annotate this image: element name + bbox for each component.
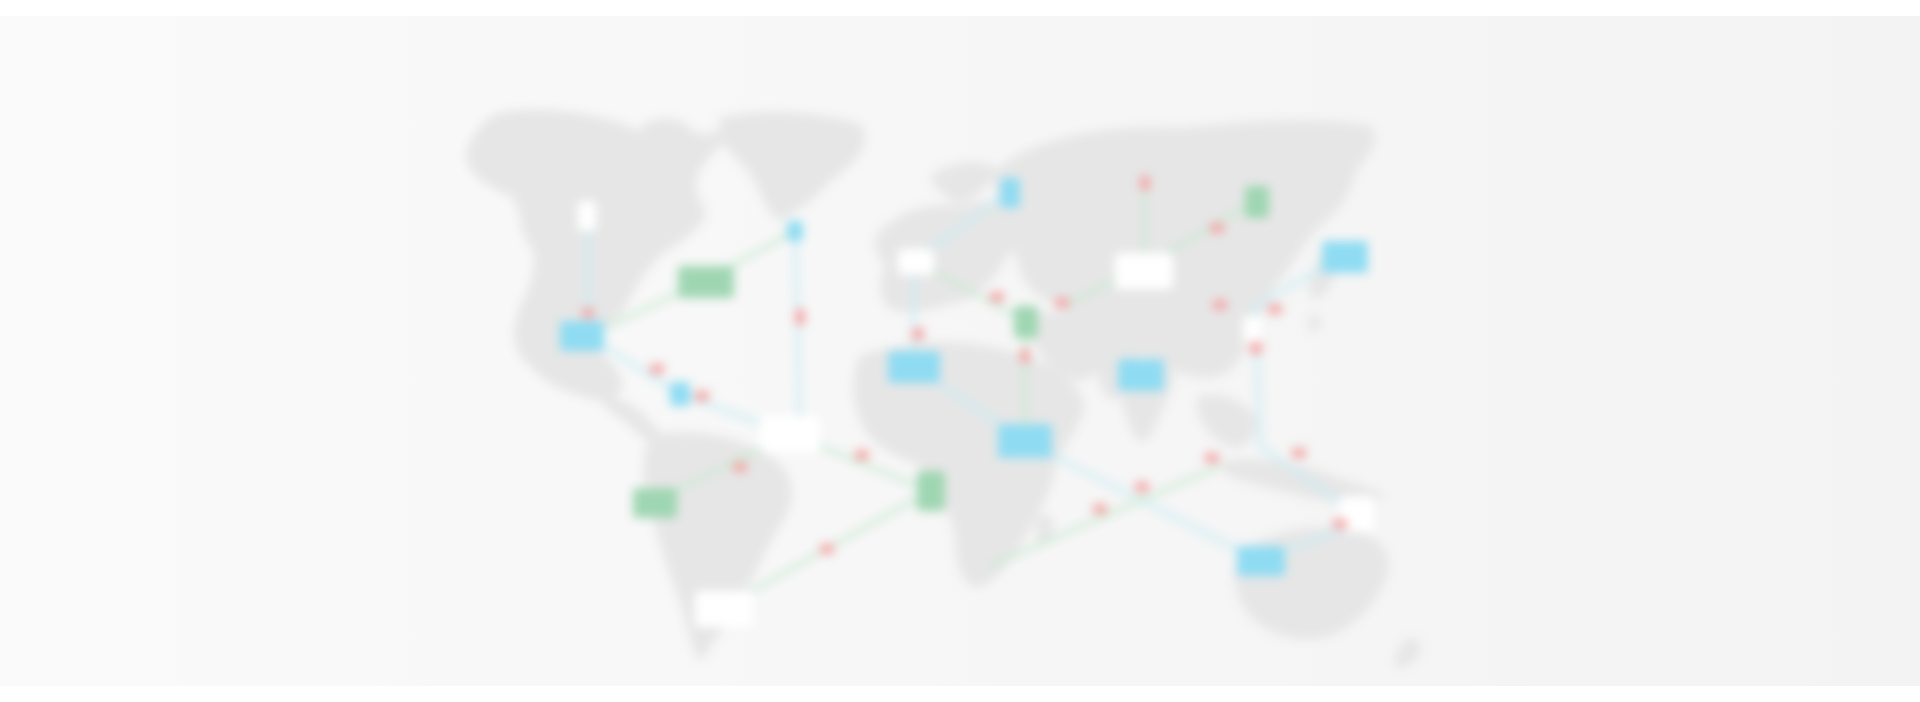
arctic-islands [640, 118, 731, 146]
packet [1020, 349, 1030, 363]
node-white [695, 591, 753, 627]
packet [1140, 176, 1150, 190]
australia [1234, 527, 1389, 640]
node-white [898, 249, 934, 275]
packet [912, 328, 924, 340]
node-green [633, 488, 677, 518]
node-blue [787, 221, 803, 241]
node-white [578, 201, 596, 231]
greenland [719, 112, 866, 221]
world-network-map [465, 109, 1421, 668]
packet [1333, 519, 1347, 529]
packet [795, 309, 805, 325]
packet [820, 544, 834, 554]
node-white [1115, 253, 1173, 289]
packet [650, 364, 664, 374]
top-strip [0, 0, 1920, 16]
packet [990, 292, 1004, 302]
packet [695, 391, 709, 401]
north-america [465, 109, 720, 402]
packet [582, 308, 594, 318]
node-blue [1322, 241, 1368, 273]
packet [1093, 504, 1107, 514]
node-blue [1118, 359, 1164, 391]
node-blue [998, 424, 1052, 458]
packet [1268, 304, 1282, 314]
node-blue [888, 351, 940, 383]
packet [1210, 223, 1224, 233]
node-green [678, 266, 734, 298]
node-green [1245, 186, 1269, 218]
node-white [760, 416, 820, 452]
southeast-asia [1196, 394, 1257, 448]
europe [874, 200, 1024, 313]
node-blue [1000, 178, 1020, 208]
packet [1292, 448, 1306, 458]
node-blue [670, 382, 690, 406]
packet [1135, 482, 1149, 492]
network-packets [582, 176, 1347, 554]
network-nodes [560, 178, 1374, 627]
link [989, 464, 1221, 568]
madagascar [1035, 514, 1055, 546]
node-blue [560, 321, 604, 351]
node-green [1014, 306, 1038, 338]
link [793, 230, 802, 432]
bottom-strip [0, 686, 1920, 702]
packet [1055, 298, 1069, 308]
node-white [1340, 496, 1374, 532]
africa [853, 341, 1085, 588]
scandinavia [930, 161, 1000, 204]
packet [855, 450, 869, 460]
asia [995, 120, 1376, 402]
link [911, 260, 917, 367]
node-green [917, 471, 945, 511]
packet [1250, 342, 1262, 354]
packet [1205, 453, 1219, 463]
node-blue [1237, 546, 1285, 576]
continents [465, 109, 1421, 668]
packet [1213, 300, 1227, 310]
hero-banner [0, 16, 1920, 686]
node-white [1243, 316, 1261, 342]
packet [733, 462, 747, 472]
indonesia [1220, 459, 1385, 503]
new-zealand [1395, 638, 1421, 668]
